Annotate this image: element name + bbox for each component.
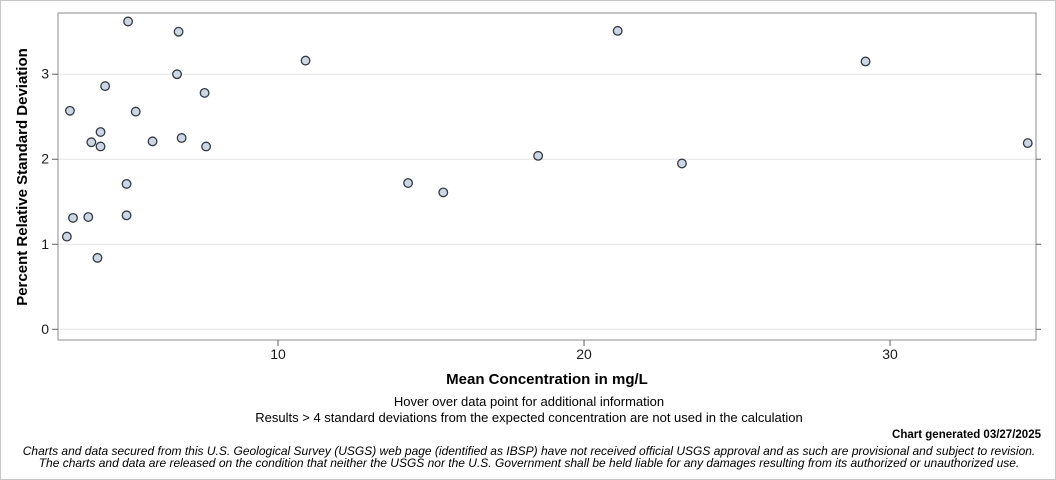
y-tick-label: 2 — [41, 151, 49, 167]
data-point-marker[interactable] — [201, 141, 212, 152]
data-point-marker[interactable] — [61, 231, 72, 242]
y-tick-label: 3 — [41, 66, 49, 82]
data-point-marker[interactable] — [121, 210, 132, 221]
x-tick-label: 10 — [270, 346, 286, 362]
data-point-marker[interactable] — [176, 133, 187, 143]
y-tick-label: 1 — [41, 236, 49, 252]
data-point-marker[interactable] — [86, 137, 97, 148]
data-point-marker[interactable] — [533, 150, 544, 161]
results-note: Results > 4 standard deviations from the… — [255, 410, 803, 425]
data-point-marker[interactable] — [64, 105, 75, 116]
chart-generated-date: Chart generated 03/27/2025 — [892, 429, 1041, 441]
data-point-marker[interactable] — [173, 26, 184, 37]
y-tick-label: 0 — [41, 321, 49, 337]
x-tick-label: 30 — [882, 346, 898, 362]
data-point-marker[interactable] — [172, 69, 182, 80]
disclaimer-line-1: Charts and data secured from this U.S. G… — [22, 444, 1036, 458]
x-tick-label: 20 — [576, 346, 592, 362]
hover-note: Hover over data point for additional inf… — [393, 394, 665, 409]
data-point-marker[interactable] — [130, 106, 141, 117]
data-point-marker[interactable] — [121, 178, 132, 189]
data-point-marker[interactable] — [123, 16, 134, 27]
scatter-plot: 0 1 2 3 10 20 30 — [41, 12, 1041, 362]
data-point-marker[interactable] — [860, 56, 871, 67]
data-point-marker[interactable] — [1022, 138, 1033, 149]
data-point-marker[interactable] — [300, 55, 311, 66]
x-axis-title: Mean Concentration in mg/L — [446, 371, 648, 388]
data-point-marker[interactable] — [403, 178, 414, 188]
plot-border — [57, 12, 1037, 341]
data-point-marker[interactable] — [147, 136, 158, 147]
data-point-marker[interactable] — [612, 25, 623, 36]
disclaimer-line-2: The charts and data are released on the … — [38, 456, 1020, 470]
data-point-marker[interactable] — [199, 87, 210, 98]
data-point-marker[interactable] — [95, 141, 106, 152]
data-point-marker[interactable] — [92, 252, 103, 263]
data-point-marker[interactable] — [95, 127, 106, 137]
data-point-marker[interactable] — [438, 187, 449, 198]
data-point-marker[interactable] — [68, 212, 78, 223]
data-point-marker[interactable] — [83, 212, 94, 223]
y-axis-title: Percent Relative Standard Deviation — [14, 48, 31, 306]
data-point-marker[interactable] — [676, 158, 687, 169]
data-point-marker[interactable] — [100, 81, 111, 92]
